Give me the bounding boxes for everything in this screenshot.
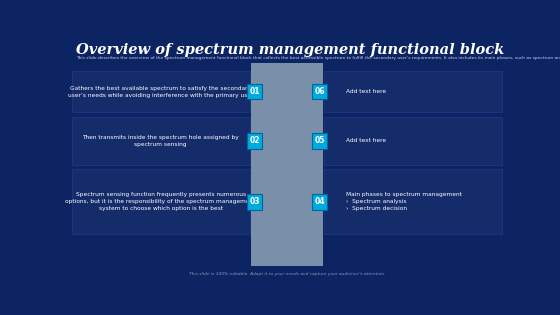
FancyBboxPatch shape [324,169,502,234]
Text: Add text here: Add text here [346,139,386,143]
FancyBboxPatch shape [247,133,262,149]
Text: Add text here: Add text here [346,89,386,94]
Text: Spectrum sensing function frequently presents numerous
options, but it is the re: Spectrum sensing function frequently pre… [66,192,256,211]
FancyBboxPatch shape [72,117,250,165]
FancyBboxPatch shape [324,71,502,112]
FancyBboxPatch shape [72,169,250,234]
Text: 04: 04 [314,197,325,206]
Text: 06: 06 [314,87,325,96]
Text: Gathers the best available spectrum to satisfy the secondary
user’s needs while : Gathers the best available spectrum to s… [68,86,254,98]
FancyBboxPatch shape [312,84,327,100]
Text: 01: 01 [249,87,260,96]
Text: 05: 05 [314,136,325,146]
Text: 03: 03 [249,197,260,206]
FancyBboxPatch shape [312,194,327,209]
FancyBboxPatch shape [251,63,323,266]
Text: 02: 02 [249,136,260,146]
Text: Then transmits inside the spectrum hole assigned by
spectrum sensing: Then transmits inside the spectrum hole … [82,135,239,147]
Text: This slide describes the overview of the spectrum management functional block th: This slide describes the overview of the… [76,56,560,60]
FancyBboxPatch shape [312,133,327,149]
FancyBboxPatch shape [72,71,250,112]
FancyBboxPatch shape [247,84,262,100]
Text: This slide is 100% editable. Adapt it to your needs and capture your audience’s : This slide is 100% editable. Adapt it to… [189,272,385,276]
Text: Main phases to spectrum management
›  Spectrum analysis
›  Spectrum decision: Main phases to spectrum management › Spe… [346,192,462,211]
FancyBboxPatch shape [247,194,262,209]
FancyBboxPatch shape [324,117,502,165]
Text: Overview of spectrum management functional block: Overview of spectrum management function… [76,43,505,57]
